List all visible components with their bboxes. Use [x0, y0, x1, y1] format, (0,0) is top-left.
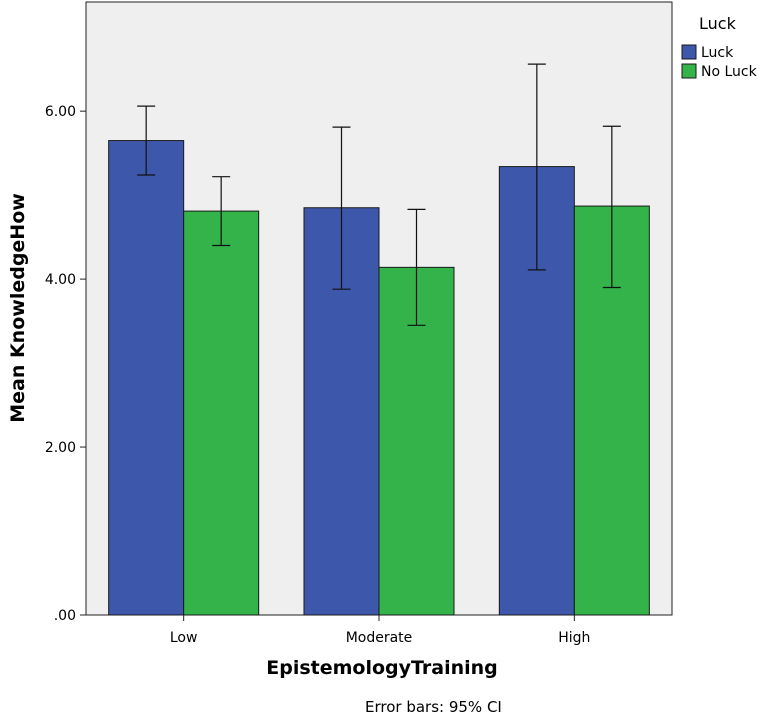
error-bar [602, 125, 621, 289]
bar-no-luck-low [183, 210, 260, 616]
error-bar [212, 176, 231, 247]
bar-luck-low [108, 140, 185, 616]
x-axis: Low Moderate High [170, 615, 590, 646]
error-bar [332, 126, 351, 290]
y-tick-label: .00 [54, 608, 76, 624]
error-bar [407, 208, 426, 326]
y-tick-label: 6.00 [45, 104, 76, 120]
error-bars-note: Error bars: 95% CI [365, 698, 502, 716]
bars-group [108, 140, 650, 616]
x-tick-label: High [558, 630, 590, 646]
x-tick-label: Low [170, 630, 198, 646]
error-bars-group [137, 63, 621, 326]
legend-title: Luck [699, 14, 737, 33]
y-tick-label: 4.00 [45, 272, 76, 288]
x-axis-title: EpistemologyTraining [266, 657, 498, 679]
error-bar [527, 63, 546, 271]
legend-swatch [681, 44, 697, 60]
y-tick-label: 2.00 [45, 440, 76, 456]
error-bar [137, 105, 156, 176]
legend: Luck Luck No Luck [681, 14, 758, 80]
legend-label: Luck [701, 45, 734, 61]
legend-label: No Luck [701, 64, 758, 80]
y-axis-title: Mean KnowledgeHow [7, 193, 29, 423]
y-axis: .00 2.00 4.00 6.00 [45, 104, 86, 624]
x-tick-label: Moderate [346, 630, 413, 646]
legend-swatch [681, 63, 697, 79]
